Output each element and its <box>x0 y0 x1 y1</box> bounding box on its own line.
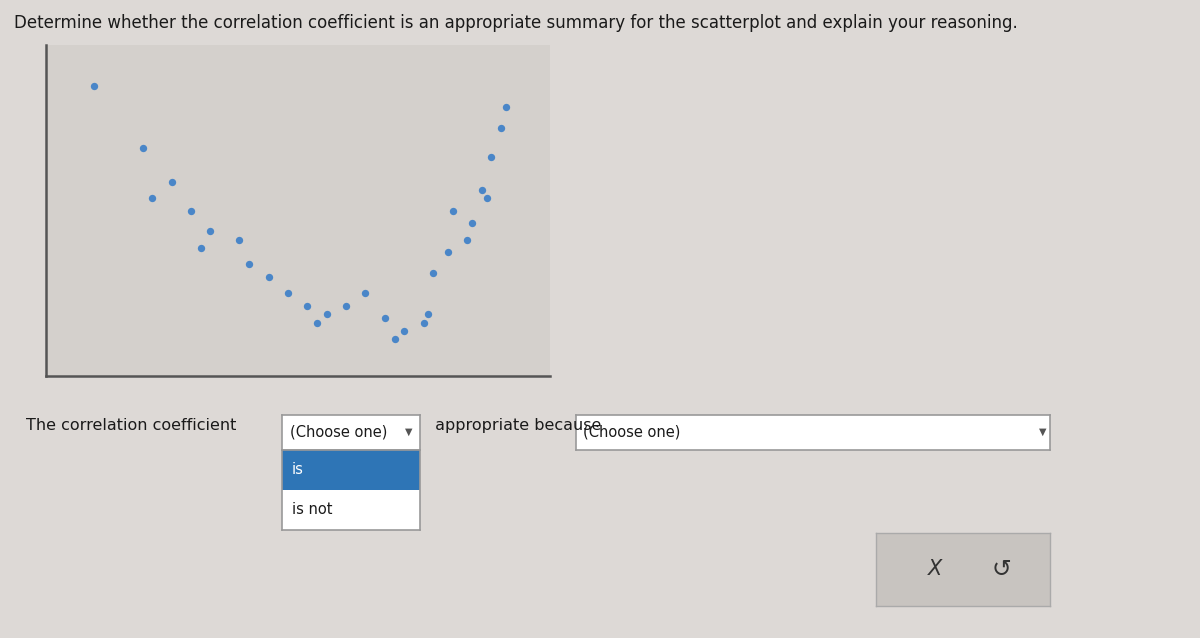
Point <box>230 235 250 245</box>
Text: Determine whether the correlation coefficient is an appropriate summary for the : Determine whether the correlation coeffi… <box>14 14 1018 32</box>
Text: is not: is not <box>292 502 332 517</box>
Bar <box>282 450 420 490</box>
Point <box>307 318 326 328</box>
Point <box>278 288 298 299</box>
Point <box>472 185 491 195</box>
Text: appropriate because: appropriate because <box>430 418 606 433</box>
Point <box>395 325 414 336</box>
Point <box>443 205 462 216</box>
Point <box>419 309 438 320</box>
Point <box>376 313 395 323</box>
Point <box>482 152 502 162</box>
Point <box>462 218 481 228</box>
Point <box>133 144 152 154</box>
Text: (Choose one): (Choose one) <box>290 425 388 440</box>
Point <box>240 260 259 270</box>
Point <box>356 288 376 299</box>
Point <box>492 122 511 133</box>
Point <box>84 81 103 91</box>
Point <box>143 193 162 204</box>
Text: X: X <box>928 560 942 579</box>
Text: The correlation coefficient: The correlation coefficient <box>26 418 242 433</box>
Point <box>298 301 317 311</box>
Point <box>497 102 516 112</box>
Point <box>414 318 433 328</box>
Point <box>385 334 404 345</box>
Point <box>336 301 355 311</box>
Point <box>162 177 181 187</box>
Point <box>424 268 443 278</box>
Point <box>200 226 220 237</box>
Text: ↺: ↺ <box>991 558 1012 581</box>
Point <box>317 309 336 320</box>
Point <box>476 193 496 204</box>
Point <box>438 247 457 257</box>
Point <box>457 235 476 245</box>
Text: (Choose one): (Choose one) <box>583 425 680 440</box>
Text: ▼: ▼ <box>1039 427 1046 437</box>
Text: is: is <box>292 462 304 477</box>
Point <box>259 272 278 282</box>
Point <box>191 243 210 253</box>
Point <box>181 205 200 216</box>
Text: ▼: ▼ <box>406 427 413 437</box>
